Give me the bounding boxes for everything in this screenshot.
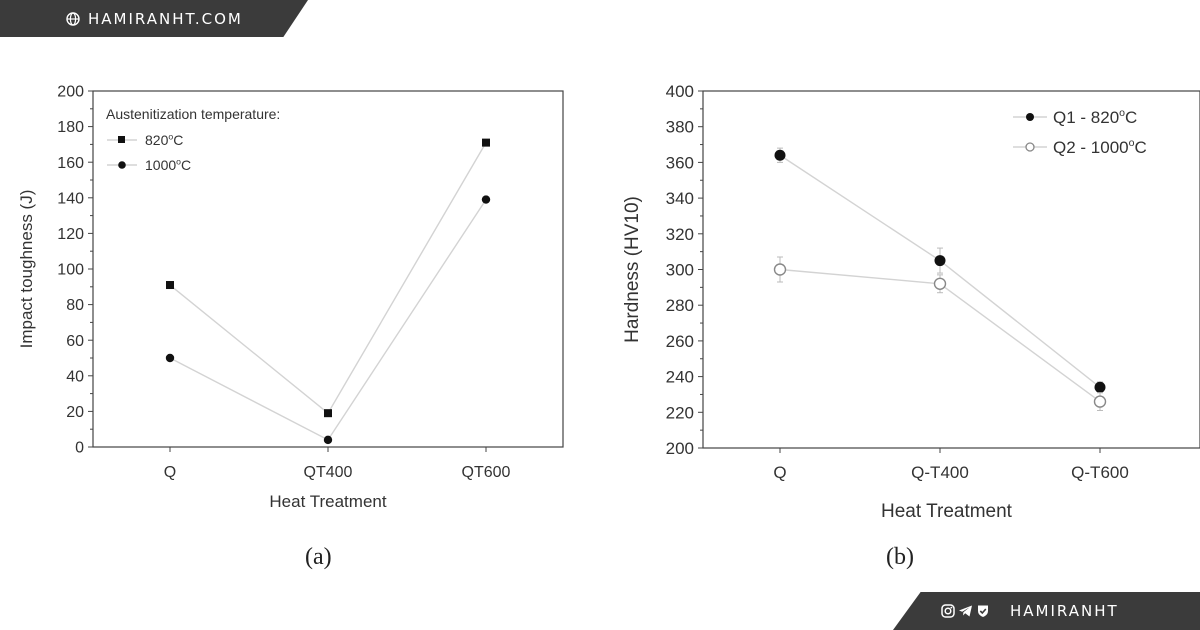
x-tick-label: Q-T400 bbox=[911, 463, 969, 482]
x-tick-label: Q bbox=[164, 464, 176, 481]
x-tick-label: Q bbox=[773, 463, 786, 482]
hardness-chart: 200 220 240 260 280 300 320 340 360 380 400 Q Q-T400… bbox=[622, 82, 1200, 522]
caption-a: (a) bbox=[305, 544, 332, 570]
x-tick-label: Q-T600 bbox=[1071, 463, 1129, 482]
y-tick-label: 340 bbox=[666, 189, 694, 208]
y-tick-label: 300 bbox=[666, 260, 694, 279]
x-axis-label: Heat Treatment bbox=[881, 501, 1013, 522]
series-line bbox=[169, 142, 487, 415]
y-tick-label: 280 bbox=[666, 296, 694, 315]
brand-name: HAMIRANHT bbox=[1010, 602, 1119, 620]
y-axis-label: Impact toughness (J) bbox=[17, 190, 36, 349]
y-tick-label: 220 bbox=[666, 403, 694, 422]
series-line bbox=[169, 199, 487, 441]
legend-marker bbox=[1025, 142, 1035, 152]
y-tick-label: 80 bbox=[66, 297, 84, 314]
y-tick-label: 140 bbox=[57, 190, 84, 207]
legend-label: 820oC bbox=[145, 131, 183, 148]
y-tick-label: 180 bbox=[57, 119, 84, 136]
y-tick-label: 120 bbox=[57, 226, 84, 243]
y-tick-label: 20 bbox=[66, 404, 84, 421]
legend-label: 1000oC bbox=[145, 156, 191, 173]
impact-toughness-chart: 0 20 40 60 80 100 120 140 160 180 200 Q QT400 QT600 He… bbox=[17, 84, 564, 511]
y-tick-label: 240 bbox=[666, 368, 694, 387]
data-point bbox=[773, 263, 787, 276]
y-tick-label: 60 bbox=[66, 333, 84, 350]
data-point bbox=[323, 435, 333, 445]
x-tick-label: QT400 bbox=[304, 464, 353, 481]
data-point bbox=[1094, 381, 1106, 393]
y-axis-label: Hardness (HV10) bbox=[622, 196, 643, 343]
y-tick-label: 360 bbox=[666, 153, 694, 172]
verified-icon[interactable] bbox=[976, 604, 990, 618]
legend-title: Austenitization temperature: bbox=[106, 106, 280, 122]
site-url: HAMIRANHT.COM bbox=[88, 9, 243, 28]
site-banner-bottom[interactable]: HAMIRANHT bbox=[893, 592, 1200, 630]
x-axis-label: Heat Treatment bbox=[269, 492, 386, 511]
legend-marker bbox=[118, 136, 125, 143]
y-tick-label: 320 bbox=[666, 225, 694, 244]
y-tick-label: 40 bbox=[66, 368, 84, 385]
y-tick-label: 0 bbox=[75, 440, 84, 457]
y-tick-label: 160 bbox=[57, 155, 84, 172]
caption-b: (b) bbox=[886, 544, 914, 570]
data-point bbox=[774, 149, 786, 161]
instagram-icon[interactable] bbox=[941, 604, 955, 618]
x-tick-label: QT600 bbox=[462, 464, 511, 481]
y-tick-label: 100 bbox=[57, 262, 84, 279]
telegram-icon[interactable] bbox=[958, 604, 973, 618]
y-tick-label: 200 bbox=[57, 84, 84, 101]
data-point bbox=[166, 281, 174, 290]
y-tick-label: 260 bbox=[666, 332, 694, 351]
data-point bbox=[324, 409, 332, 418]
legend-label: Q2 - 1000oC bbox=[1053, 137, 1147, 157]
data-point bbox=[933, 277, 947, 290]
data-point bbox=[1093, 395, 1107, 408]
y-tick-label: 200 bbox=[666, 439, 694, 458]
legend-marker bbox=[118, 161, 126, 169]
y-tick-label: 380 bbox=[666, 118, 694, 137]
globe-icon bbox=[66, 11, 80, 26]
data-point bbox=[482, 138, 490, 147]
legend-marker bbox=[1026, 113, 1034, 121]
data-point bbox=[481, 195, 491, 204]
legend-label: Q1 - 820oC bbox=[1053, 107, 1137, 127]
data-point bbox=[165, 353, 175, 363]
data-point bbox=[934, 255, 946, 267]
site-banner-top[interactable]: HAMIRANHT.COM bbox=[0, 0, 308, 37]
y-tick-label: 400 bbox=[666, 82, 694, 101]
